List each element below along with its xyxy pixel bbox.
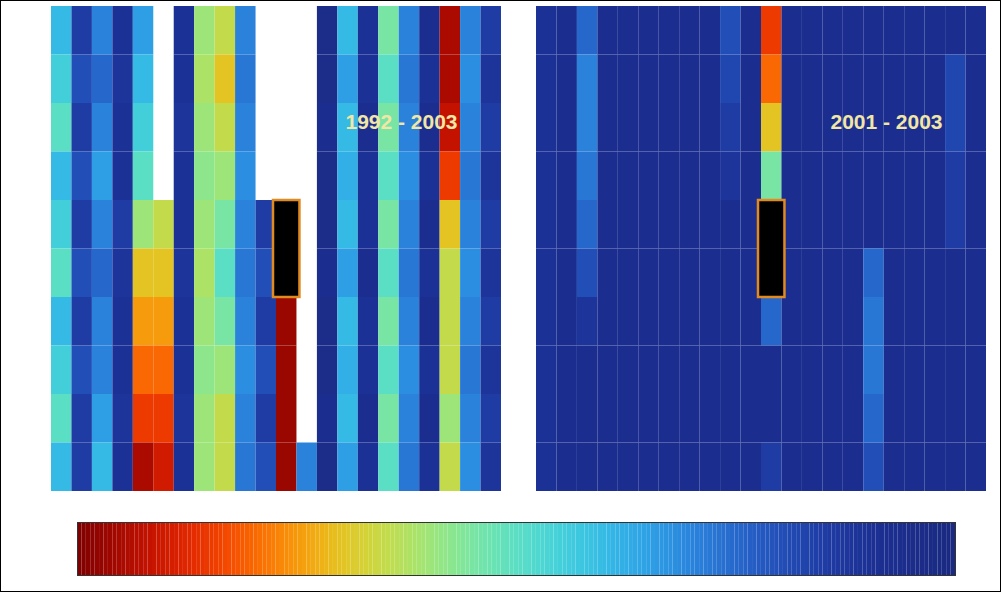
svg-text:1992 - 2003: 1992 - 2003 xyxy=(345,110,457,133)
svg-text:2001 - 2003: 2001 - 2003 xyxy=(830,110,942,133)
